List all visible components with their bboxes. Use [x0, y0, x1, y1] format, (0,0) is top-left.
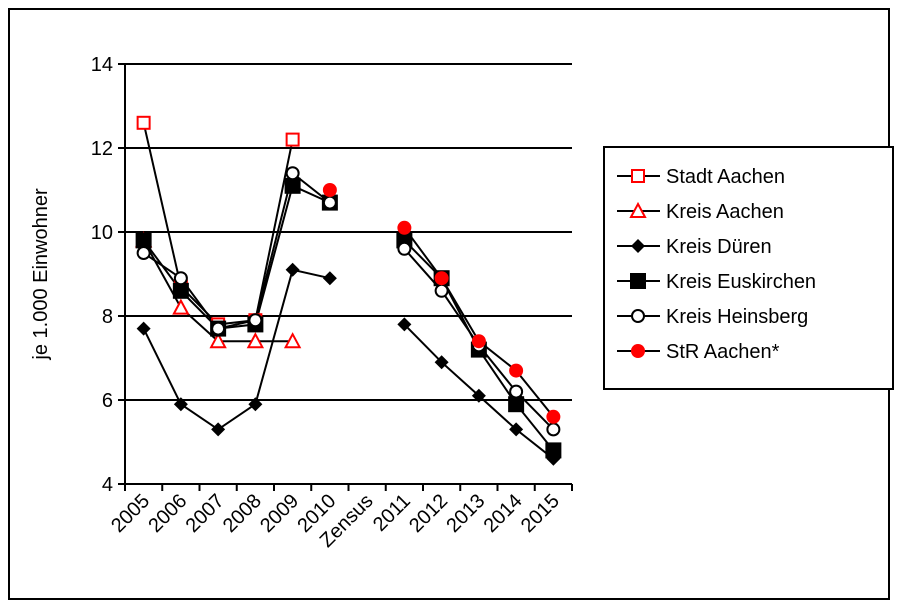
x-tick-label: 2007	[182, 490, 229, 537]
y-axis-title: je 1.000 Einwohner	[30, 188, 52, 361]
data-point-kreis-aachen	[246, 332, 265, 349]
data-point-kreis-heinsberg	[509, 384, 524, 399]
series-line-stadt-aachen	[142, 122, 294, 326]
data-point-kreis-aachen	[172, 298, 190, 315]
data-point-kreis-heinsberg	[173, 271, 188, 286]
legend: Stadt Aachen Kreis Aachen Kreis Düren Kreis…	[603, 146, 894, 390]
data-point-kreis-heinsberg	[248, 313, 263, 328]
data-point-kreis-euskirchen	[172, 282, 189, 299]
data-point-stadt-aachen	[285, 132, 300, 147]
data-point-kreis-heinsberg	[434, 283, 449, 298]
data-point-kreis-d-ren	[471, 388, 486, 403]
legend-marker-str-aachen	[631, 344, 645, 358]
data-point-str-aachen	[397, 220, 412, 235]
data-point-kreis-heinsberg	[322, 195, 337, 210]
data-point-kreis-d-ren	[136, 321, 151, 336]
series-markers	[134, 115, 562, 466]
data-point-kreis-euskirchen	[508, 396, 525, 413]
y-tick-label: 8	[102, 306, 113, 328]
x-tick-label: 2012	[405, 490, 452, 537]
data-point-stadt-aachen	[136, 115, 151, 130]
series-line-str-aachen	[403, 227, 555, 418]
series-line-kreis-d-ren	[142, 268, 331, 431]
y-tick-label: 4	[102, 474, 113, 496]
data-point-str-aachen	[509, 363, 524, 378]
legend-label-str-aachen: StR Aachen*	[666, 341, 780, 363]
x-tick-label: 2008	[219, 490, 266, 537]
gridlines	[118, 63, 573, 491]
data-point-kreis-d-ren	[322, 271, 337, 286]
y-tick-label: 14	[91, 54, 113, 76]
data-point-kreis-heinsberg	[546, 422, 561, 437]
data-point-kreis-heinsberg	[211, 321, 226, 336]
y-tick-label: 6	[102, 390, 113, 412]
data-point-kreis-d-ren	[285, 262, 300, 277]
legend-marker-kreis-d-ren	[631, 239, 645, 253]
data-point-kreis-d-ren	[173, 397, 188, 412]
legend-marker-stadt-aachen	[631, 169, 645, 183]
x-tick-label: 2013	[442, 490, 489, 537]
legend-label-kreis-heinsberg: Kreis Heinsberg	[666, 306, 808, 328]
data-point-kreis-heinsberg	[285, 166, 300, 181]
data-point-str-aachen	[471, 334, 486, 349]
data-point-str-aachen	[434, 271, 449, 286]
data-point-kreis-d-ren	[434, 355, 449, 370]
x-axis-ticks: 200520062007200820092010Zensus2011201220…	[107, 490, 564, 552]
series-line-kreis-euskirchen	[142, 184, 331, 330]
legend-label-kreis-euskirchen: Kreis Euskirchen	[666, 271, 816, 293]
legend-marker-kreis-aachen	[629, 201, 647, 218]
legend-box	[603, 146, 894, 390]
x-tick-label: 2014	[480, 490, 527, 537]
legend-label-stadt-aachen: Stadt Aachen	[666, 166, 785, 188]
legend-marker-kreis-euskirchen	[630, 273, 646, 289]
legend-marker-kreis-heinsberg	[631, 309, 645, 323]
data-point-kreis-heinsberg	[397, 241, 412, 256]
x-tick-label: 2005	[107, 490, 154, 537]
data-point-kreis-euskirchen	[284, 177, 301, 194]
data-point-kreis-aachen	[283, 332, 302, 349]
data-point-kreis-d-ren	[509, 422, 524, 437]
y-axis-ticks: 4 6 8 10 12 14	[91, 54, 113, 496]
x-tick-label: 2006	[144, 490, 191, 537]
x-tick-label: 2015	[517, 490, 564, 537]
data-point-str-aachen	[322, 183, 337, 197]
data-point-kreis-d-ren	[211, 422, 226, 437]
y-tick-label: 10	[91, 222, 113, 244]
legend-label-kreis-d-ren: Kreis Düren	[666, 236, 772, 258]
series-line-kreis-heinsberg	[143, 171, 331, 330]
data-point-kreis-d-ren	[248, 397, 263, 412]
data-point-kreis-heinsberg	[136, 246, 151, 260]
data-point-kreis-aachen	[209, 332, 227, 349]
y-tick-label: 12	[91, 138, 113, 160]
series-lines	[142, 122, 555, 460]
data-point-kreis-d-ren	[397, 317, 412, 332]
legend-label-kreis-aachen: Kreis Aachen	[666, 201, 784, 223]
x-tick-label: 2009	[256, 490, 303, 537]
data-point-kreis-euskirchen	[545, 442, 562, 459]
x-tick-label: 2011	[369, 490, 415, 536]
data-point-str-aachen	[546, 409, 561, 424]
data-point-kreis-euskirchen	[135, 232, 152, 249]
